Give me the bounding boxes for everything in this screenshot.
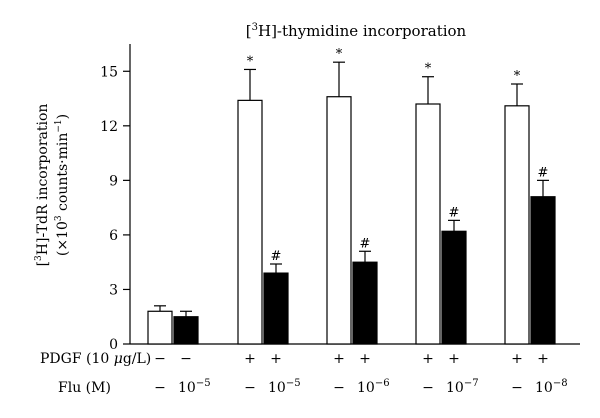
flu-concentration: 10−5 [268,378,301,396]
bar [415,103,441,345]
pdgf-sign: + [359,351,371,367]
flu-row-label: Flu (M) [58,380,111,396]
error-bars [154,61,549,317]
y-label-1-sup: 3 [34,255,44,261]
flu-exponent: −6 [375,378,390,389]
chart-title: [3H]-thymidine incorporation [246,22,467,40]
bar [504,105,530,345]
y-tick-label: 12 [100,119,118,135]
y-tick-label: 15 [100,64,118,80]
bar [326,96,352,345]
flu-base: 10 [535,380,553,396]
bar [441,230,467,345]
chart-title-suffix: H]-thymidine incorporation [258,22,467,40]
chart-title-sup: 3 [252,22,258,33]
significance-asterisk: * [425,62,432,77]
flu-concentration: 10−8 [535,378,568,396]
pdgf-row-label: PDGF (10 μg/L) [40,351,151,367]
bars [147,96,556,345]
flu-exponent: −5 [286,378,301,389]
flu-concentration: 10−7 [446,378,479,396]
flu-concentration: 10−5 [178,378,211,396]
y-axis-label: [3H]-TdR incorporation (×103 counts·min−… [34,104,71,267]
flu-sign: − [422,380,434,396]
pdgf-sign: − [180,351,192,367]
significance-hash: # [271,249,282,264]
y-label-2-mid: counts·min [55,133,71,216]
significance-marks: * # * # * # * # [247,47,549,264]
flu-sign: − [244,380,256,396]
significance-asterisk: * [336,47,343,62]
flu-base: 10 [446,380,464,396]
pdgf-label-pre: PDGF (10 [40,351,114,367]
pdgf-label-post: g/L) [123,351,151,367]
y-label-2-sup1: 3 [54,215,64,221]
pdgf-sign: + [448,351,460,367]
pdgf-sign: + [511,351,523,367]
flu-concentration: 10−6 [357,378,390,396]
bar [237,99,263,345]
y-axis-label-line1: [3H]-TdR incorporation [34,104,51,267]
pdgf-sign: + [270,351,282,367]
pdgf-sign: + [537,351,549,367]
flu-sign: − [511,380,523,396]
flu-exponent: −8 [553,378,568,389]
y-label-2-sup2: −1 [54,119,64,132]
y-label-2-post: ) [55,114,71,119]
pdgf-sign: − [154,351,166,367]
pdgf-sign: + [244,351,256,367]
y-tick-label: 3 [109,282,118,298]
significance-hash: # [449,205,460,220]
flu-exponent: −5 [196,378,211,389]
y-tick-label: 0 [109,337,118,353]
y-ticks: 0 3 6 9 12 15 [100,64,130,353]
y-label-2-pre: (×10 [55,221,71,256]
significance-hash: # [538,165,549,180]
flu-sign: − [154,380,166,396]
bar [352,261,378,345]
chart-title-prefix: [ [246,22,252,40]
y-label-1-post: H]-TdR incorporation [35,104,51,256]
significance-asterisk: * [514,69,521,84]
bar [530,196,556,345]
flu-exponent: −7 [464,378,479,389]
flu-base: 10 [178,380,196,396]
flu-base: 10 [268,380,286,396]
pdgf-sign: + [422,351,434,367]
pdgf-sign: + [333,351,345,367]
bar [173,316,199,345]
y-tick-label: 6 [109,228,118,244]
pdgf-label-mu: μ [114,351,123,367]
significance-hash: # [360,236,371,251]
bar [263,272,289,345]
y-axis-label-line2: (×103 counts·min−1) [54,114,71,256]
significance-asterisk: * [247,54,254,69]
bar [147,310,173,345]
flu-base: 10 [357,380,375,396]
y-tick-label: 9 [109,173,118,189]
condition-rows: − −− 10−5+ +− 10−5+ +− 10−6+ +− 10−7+ +− 10−8 [154,351,567,396]
flu-sign: − [333,380,345,396]
y-label-1-pre: [ [35,261,51,266]
